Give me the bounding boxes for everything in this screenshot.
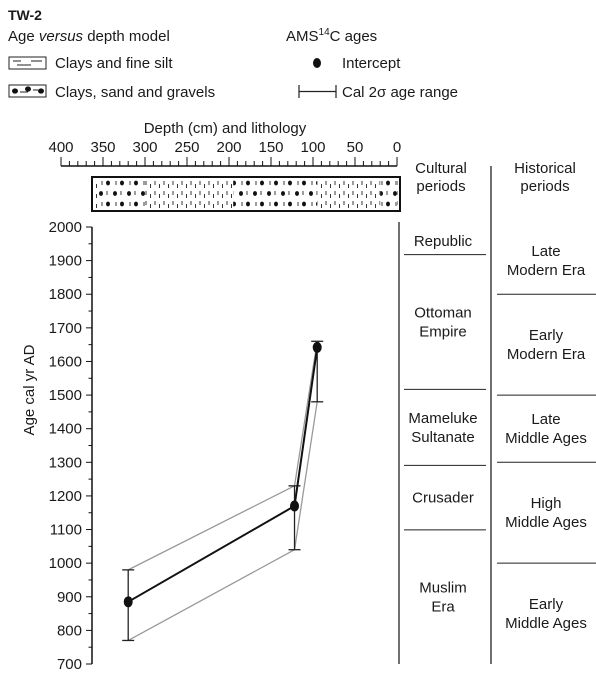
site-label: TW-2 — [8, 7, 42, 23]
cultural-period-label: Muslim Era — [419, 579, 467, 615]
periods-area: Republic Ottoman Empire Mameluke Sultanate Cr… — [404, 233, 596, 632]
cultural-period-label: Republic — [414, 233, 473, 250]
age-tick-label: 2000 — [49, 219, 82, 236]
historical-period-label: Early Modern Era — [507, 327, 586, 363]
age-tick-label: 800 — [57, 622, 82, 639]
plot-area — [122, 340, 324, 642]
intercept-point — [290, 500, 300, 512]
intercept-point — [312, 341, 322, 353]
historical-periods-header: Historical periods — [514, 160, 576, 195]
lithology-frame — [91, 176, 401, 212]
depth-tick-label: 400 — [48, 139, 73, 156]
legend-intercept-dot — [313, 58, 321, 68]
depth-tick-label: 350 — [90, 139, 115, 156]
age-tick-label: 1300 — [49, 454, 82, 471]
cultural-period-label: Ottoman Empire — [414, 304, 472, 340]
age-tick-label: 1700 — [49, 320, 82, 337]
y-axis-title: Age cal yr AD — [21, 344, 38, 435]
historical-period-label: High Middle Ages — [505, 495, 587, 531]
lithology-coarse-band — [98, 179, 145, 209]
cultural-periods-header: Cultural periods — [415, 160, 467, 195]
legend-range-symbol — [298, 85, 337, 98]
legend-coarse-swatch — [8, 84, 47, 98]
legend-intercept-label: Intercept — [342, 55, 401, 72]
ams-title: AMS14C ages — [286, 27, 377, 45]
age-tick-label: 700 — [57, 656, 82, 673]
age-tick-label: 1000 — [49, 555, 82, 572]
depth-tick-label: 200 — [216, 139, 241, 156]
age-tick-label: 1200 — [49, 488, 82, 505]
legend-fine-swatch — [8, 56, 47, 70]
age-tick-label: 1800 — [49, 286, 82, 303]
age-tick-label: 1600 — [49, 353, 82, 370]
lithology-coarse-band — [233, 179, 318, 209]
envelope-upper-line — [127, 341, 318, 571]
age-tick-label: 1900 — [49, 253, 82, 270]
x-axis-title: Depth (cm) and lithology — [144, 120, 307, 137]
age-tick-label: 1400 — [49, 421, 82, 438]
envelope-lower-line — [127, 401, 318, 642]
age-tick-label: 1500 — [49, 387, 82, 404]
historical-period-label: Late Modern Era — [507, 243, 586, 279]
cultural-period-label: Mameluke Sultanate — [408, 410, 477, 446]
historical-period-label: Late Middle Ages — [505, 411, 587, 447]
lithology-coarse-band — [380, 179, 397, 209]
legend-range-label: Cal 2σ age range — [342, 84, 458, 101]
age-model-line — [127, 347, 319, 603]
depth-tick-label: 250 — [174, 139, 199, 156]
model-title: Age versus depth model — [8, 28, 170, 45]
depth-tick-label: 0 — [393, 139, 401, 156]
depth-tick-label: 300 — [132, 139, 157, 156]
depth-tick-label: 100 — [300, 139, 325, 156]
legend-fine-label: Clays and fine silt — [55, 55, 173, 72]
depth-tick-label: 150 — [258, 139, 283, 156]
age-axis: 700 800 900 1000 1100 1200 1300 1400 1500 1600 170… — [49, 219, 93, 673]
lithology-column — [91, 176, 401, 212]
depth-tick-label: 50 — [347, 139, 364, 156]
legend-coarse-label: Clays, sand and gravels — [55, 84, 215, 101]
age-tick-label: 1100 — [50, 522, 82, 539]
intercept-point — [123, 596, 133, 608]
historical-period-label: Early Middle Ages — [505, 596, 587, 632]
cultural-period-label: Crusader — [412, 490, 474, 507]
depth-axis: 400 350 300 250 200 150 100 50 0 — [48, 139, 401, 167]
age-tick-label: 900 — [57, 589, 82, 606]
